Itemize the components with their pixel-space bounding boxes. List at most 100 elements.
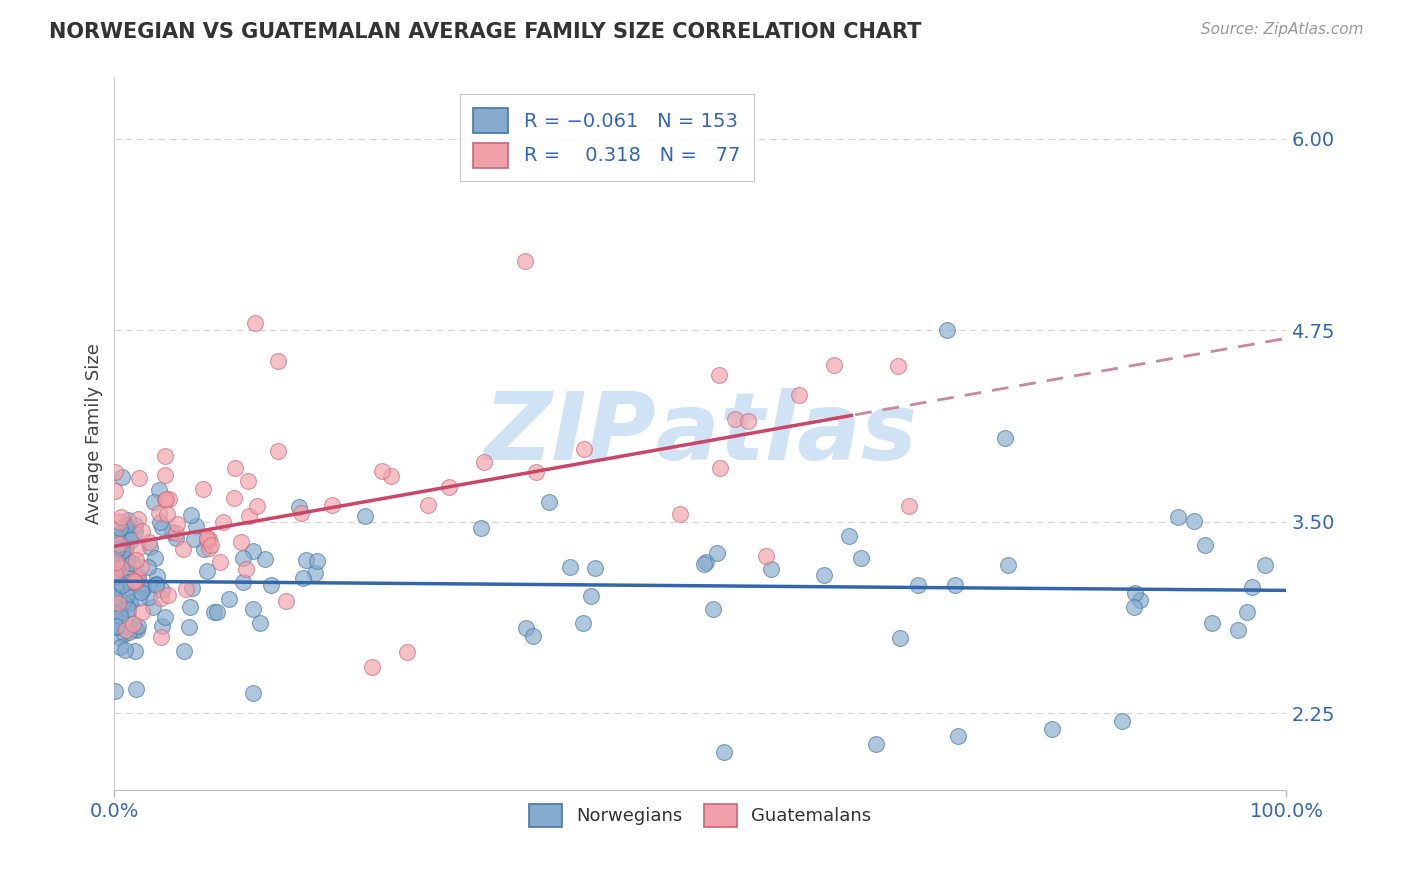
Point bbox=[581, 590, 603, 604]
Point bbox=[107, 558, 129, 572]
Point bbox=[997, 558, 1019, 573]
Point bbox=[887, 359, 910, 374]
Point bbox=[125, 682, 148, 697]
Point bbox=[105, 542, 128, 557]
Point bbox=[150, 520, 173, 534]
Point bbox=[117, 559, 139, 574]
Point bbox=[153, 467, 176, 482]
Point bbox=[120, 579, 142, 593]
Point bbox=[105, 555, 128, 569]
Point bbox=[110, 561, 132, 575]
Point bbox=[191, 482, 214, 496]
Point bbox=[103, 590, 125, 604]
Point bbox=[155, 493, 177, 508]
Point bbox=[127, 619, 149, 633]
Point bbox=[823, 358, 845, 372]
Point bbox=[108, 515, 131, 529]
Point bbox=[127, 572, 149, 586]
Point bbox=[138, 535, 160, 549]
Point bbox=[112, 627, 135, 641]
Point bbox=[267, 354, 290, 368]
Point bbox=[104, 615, 127, 629]
Point bbox=[222, 491, 245, 505]
Point bbox=[103, 591, 125, 605]
Point bbox=[724, 411, 747, 425]
Point bbox=[124, 574, 146, 589]
Point bbox=[353, 509, 375, 524]
Point bbox=[152, 619, 174, 633]
Point bbox=[162, 525, 184, 540]
Point bbox=[166, 516, 188, 531]
Point bbox=[104, 569, 127, 583]
Point bbox=[103, 549, 125, 563]
Point bbox=[1040, 722, 1063, 736]
Point bbox=[157, 588, 180, 602]
Point bbox=[145, 569, 167, 583]
Point bbox=[838, 529, 860, 543]
Point bbox=[110, 509, 132, 524]
Point bbox=[174, 582, 197, 596]
Point bbox=[139, 540, 162, 554]
Point bbox=[107, 541, 129, 555]
Point bbox=[104, 615, 127, 629]
Point bbox=[148, 506, 170, 520]
Point bbox=[259, 578, 281, 592]
Point bbox=[197, 565, 219, 579]
Point bbox=[103, 612, 125, 626]
Point bbox=[755, 549, 778, 564]
Point bbox=[131, 605, 153, 619]
Point bbox=[437, 480, 460, 494]
Point bbox=[155, 491, 177, 506]
Point bbox=[472, 455, 495, 469]
Point bbox=[124, 574, 146, 589]
Point bbox=[125, 624, 148, 638]
Point bbox=[118, 530, 141, 544]
Point bbox=[948, 729, 970, 743]
Point bbox=[759, 562, 782, 576]
Point bbox=[111, 595, 134, 609]
Point bbox=[155, 449, 177, 463]
Point bbox=[104, 566, 127, 581]
Point bbox=[125, 552, 148, 566]
Point bbox=[117, 513, 139, 527]
Point bbox=[149, 516, 172, 530]
Point bbox=[583, 561, 606, 575]
Point bbox=[254, 552, 277, 566]
Point bbox=[522, 629, 544, 643]
Point bbox=[129, 560, 152, 574]
Point bbox=[524, 465, 547, 479]
Point bbox=[110, 608, 132, 623]
Point bbox=[104, 599, 127, 614]
Point bbox=[236, 474, 259, 488]
Text: Source: ZipAtlas.com: Source: ZipAtlas.com bbox=[1201, 22, 1364, 37]
Point bbox=[371, 464, 394, 478]
Point bbox=[136, 560, 159, 574]
Point bbox=[692, 558, 714, 572]
Point bbox=[195, 532, 218, 546]
Point bbox=[148, 483, 170, 497]
Point bbox=[198, 541, 221, 556]
Point bbox=[787, 387, 810, 401]
Point bbox=[165, 525, 187, 540]
Point bbox=[851, 550, 873, 565]
Point bbox=[295, 552, 318, 566]
Point bbox=[105, 581, 128, 595]
Point bbox=[153, 610, 176, 624]
Point bbox=[124, 517, 146, 532]
Point bbox=[813, 567, 835, 582]
Point bbox=[111, 470, 134, 484]
Point bbox=[118, 625, 141, 640]
Point bbox=[125, 542, 148, 557]
Point bbox=[713, 745, 735, 759]
Point bbox=[1122, 600, 1144, 615]
Point bbox=[115, 588, 138, 602]
Point bbox=[243, 316, 266, 330]
Point bbox=[1167, 510, 1189, 524]
Point bbox=[157, 492, 180, 507]
Point bbox=[108, 607, 131, 621]
Point bbox=[470, 521, 492, 535]
Point bbox=[889, 631, 911, 645]
Point bbox=[107, 527, 129, 541]
Point bbox=[232, 551, 254, 566]
Point bbox=[128, 471, 150, 485]
